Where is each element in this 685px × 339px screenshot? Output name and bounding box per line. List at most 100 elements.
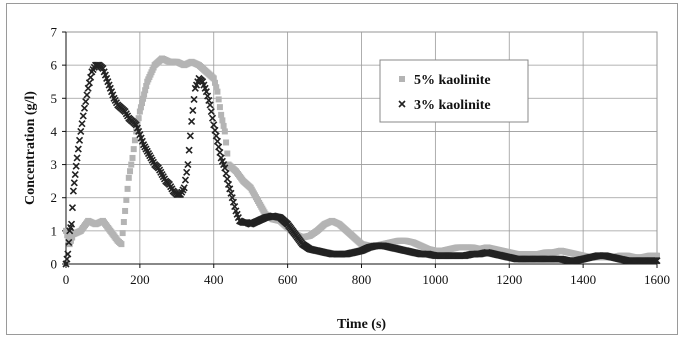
data-point bbox=[77, 127, 85, 135]
data-point bbox=[654, 252, 660, 259]
data-point bbox=[127, 168, 134, 175]
data-point bbox=[142, 87, 149, 94]
data-point bbox=[65, 238, 73, 247]
data-point bbox=[211, 126, 219, 134]
series-3pct-kaolinite bbox=[62, 61, 661, 268]
y-tick-label: 3 bbox=[51, 157, 58, 172]
data-point bbox=[185, 146, 193, 154]
data-point bbox=[223, 139, 230, 146]
data-point bbox=[143, 82, 150, 89]
x-tick-label: 600 bbox=[278, 272, 298, 287]
data-point bbox=[135, 115, 142, 122]
data-point bbox=[80, 104, 89, 112]
tick-labels: 0 1 2 3 4 5 6 7 0 200 400 600 800 1000 1200 1400 1600 bbox=[51, 25, 671, 288]
y-tick-label: 7 bbox=[51, 25, 58, 40]
data-point bbox=[221, 164, 229, 172]
data-point bbox=[79, 112, 87, 120]
data-point bbox=[207, 107, 215, 116]
data-point bbox=[140, 95, 147, 102]
data-point bbox=[124, 185, 131, 192]
x-tick-label: 1400 bbox=[570, 272, 596, 287]
data-point bbox=[215, 96, 222, 103]
x-tick-label: 0 bbox=[63, 272, 70, 287]
data-point bbox=[190, 95, 198, 103]
data-point bbox=[63, 227, 69, 234]
data-point bbox=[131, 137, 138, 144]
data-point bbox=[211, 79, 218, 86]
data-point bbox=[71, 170, 79, 179]
data-point bbox=[74, 145, 82, 153]
x-tick-label: 1000 bbox=[422, 272, 448, 287]
legend-label-5pct: 5% kaolinite bbox=[414, 73, 491, 88]
data-point bbox=[75, 136, 84, 144]
data-point bbox=[83, 91, 91, 99]
data-point bbox=[213, 137, 222, 145]
x-tick-label: 200 bbox=[130, 272, 150, 287]
data-point bbox=[223, 175, 231, 183]
legend-x-marker bbox=[398, 100, 406, 108]
legend-marker-3pct bbox=[398, 100, 406, 108]
data-point bbox=[85, 79, 93, 87]
data-point bbox=[188, 117, 196, 126]
data-point bbox=[183, 168, 191, 176]
data-point bbox=[213, 84, 220, 91]
data-point bbox=[69, 234, 76, 241]
data-point bbox=[208, 114, 217, 122]
data-point bbox=[69, 187, 77, 195]
data-point bbox=[119, 230, 126, 237]
y-axis-title: Concentration (g/l) bbox=[23, 91, 38, 205]
data-point bbox=[222, 169, 230, 177]
data-point bbox=[189, 106, 197, 115]
data-point bbox=[130, 146, 137, 153]
data-point bbox=[128, 161, 135, 168]
x-tick-label: 800 bbox=[352, 272, 372, 287]
data-point bbox=[136, 108, 143, 115]
data-point bbox=[221, 128, 228, 135]
x-tick-label: 1600 bbox=[644, 272, 670, 287]
data-point bbox=[87, 73, 95, 81]
data-point bbox=[653, 257, 661, 265]
data-point bbox=[64, 250, 72, 258]
y-tick-label: 4 bbox=[51, 124, 58, 139]
data-point bbox=[137, 104, 144, 111]
y-tick-label: 6 bbox=[51, 58, 58, 73]
data-point bbox=[210, 75, 217, 82]
data-point bbox=[125, 174, 132, 181]
data-point bbox=[129, 154, 136, 161]
data-point bbox=[123, 196, 130, 203]
y-tick-label: 0 bbox=[51, 257, 58, 272]
data-point bbox=[214, 88, 221, 95]
data-point bbox=[67, 220, 76, 228]
data-point bbox=[220, 122, 227, 129]
data-point bbox=[70, 179, 78, 187]
series-layer bbox=[62, 55, 661, 268]
data-point bbox=[216, 148, 224, 156]
x-tick-label: 400 bbox=[204, 272, 224, 287]
data-point bbox=[122, 207, 129, 214]
data-point bbox=[72, 162, 80, 170]
legend-square-marker bbox=[399, 76, 405, 82]
data-point bbox=[219, 117, 226, 124]
data-point bbox=[118, 241, 125, 248]
data-point bbox=[210, 121, 218, 129]
legend: 5% kaolinite 3% kaolinite bbox=[379, 59, 529, 123]
data-point bbox=[120, 219, 127, 226]
legend-box bbox=[379, 59, 529, 123]
data-point bbox=[73, 154, 81, 162]
data-point bbox=[141, 91, 148, 98]
data-point bbox=[68, 204, 77, 212]
data-point bbox=[181, 176, 189, 184]
legend-marker-5pct bbox=[399, 76, 405, 82]
x-tick-label: 1200 bbox=[496, 272, 522, 287]
data-point bbox=[212, 132, 220, 140]
x-axis-title: Time (s) bbox=[337, 317, 386, 332]
data-point bbox=[133, 128, 140, 135]
data-point bbox=[216, 104, 223, 111]
data-point bbox=[84, 84, 92, 92]
data-point bbox=[184, 161, 192, 169]
data-point bbox=[206, 101, 214, 109]
data-point bbox=[218, 111, 225, 118]
data-point bbox=[186, 132, 194, 140]
data-point bbox=[224, 150, 231, 157]
